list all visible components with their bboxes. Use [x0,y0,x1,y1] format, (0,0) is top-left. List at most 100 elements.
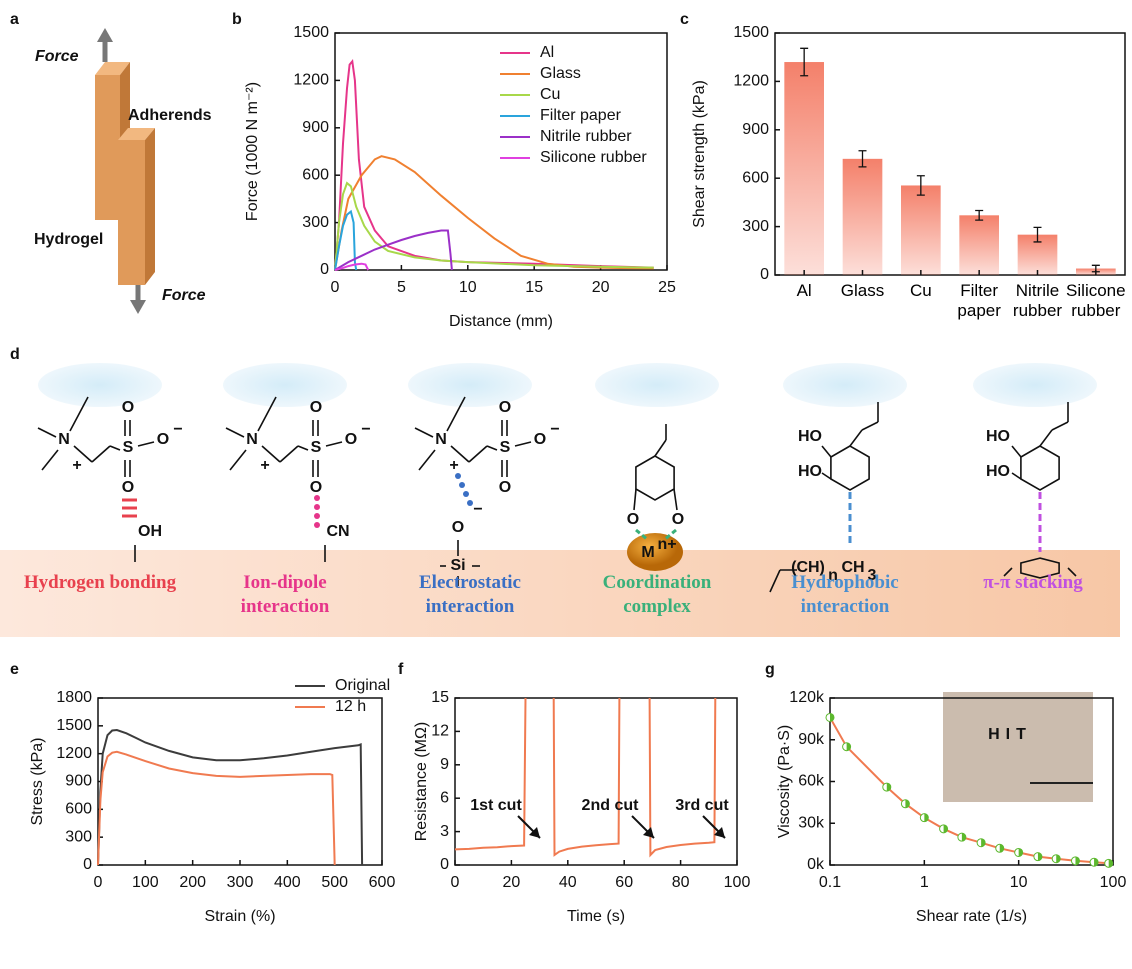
marker-half [1056,854,1061,863]
legend-label: Silicone rubber [540,149,647,166]
bond [821,445,832,458]
panel-label: b [232,11,242,28]
bond [486,445,498,451]
marker-half [830,713,834,722]
x-tick-label: 0 [94,874,103,891]
atom-label: O [122,399,134,416]
atom-label: O [534,431,546,448]
marker-half [1018,848,1023,857]
bond [225,427,245,438]
charge-dot [463,491,469,497]
bond [849,429,863,447]
x-axis-title: Strain (%) [204,908,275,925]
legend-label: Nitrile rubber [540,128,632,145]
x-tick-label: 500 [321,874,348,891]
y-tick-label: 0 [83,856,92,873]
y-tick-label: 1500 [293,24,329,41]
dipole-dot [314,522,320,528]
bond [73,445,93,463]
dipole-dot [314,504,320,510]
atom-label: HO [798,463,822,480]
bond [279,445,299,463]
sketch-label: Force [35,48,79,65]
bond [861,421,879,431]
legend-label: Filter paper [540,107,622,124]
y-tick-label: 900 [742,121,769,138]
y-tick-label: 60k [798,773,825,790]
y-axis-title: Shear strength (kPa) [691,80,708,228]
marker-half [886,783,891,792]
y-tick-label: 900 [302,119,329,136]
y-tick-label: 1200 [733,73,769,90]
charge-dot [455,473,461,479]
x-tick-label: 0.1 [819,874,841,891]
bond [414,427,434,438]
y-tick-label: 9 [440,756,449,773]
x-tick-label: 25 [658,279,676,296]
x-tick-label: 10 [459,279,477,296]
series-line [334,209,358,271]
x-tick-label: 1 [920,874,929,891]
adhesion-sketch [95,28,155,314]
x-tick-label: 100 [724,874,751,891]
x-tick-label: 10 [1010,874,1028,891]
atom-label: − [473,501,482,518]
y-axis-title: Force (1000 N m⁻²) [244,82,261,221]
marker-half [943,824,948,833]
atom-label: − [550,421,559,438]
annotation: 2nd cut [582,797,640,814]
atom-label: O [345,431,357,448]
atom-label: S [311,439,322,456]
y-tick-label: 1200 [56,745,92,762]
x-tick-label: Cu [909,281,932,300]
y-tick-label: 0k [807,856,825,873]
marker-half [905,799,910,808]
x-tick-label: 200 [179,874,206,891]
bond [91,445,111,463]
atom-label: O [157,431,169,448]
atom-label: 3 [868,567,877,584]
y-tick-label: 1500 [56,717,92,734]
atom-label: (CH) [791,559,825,576]
atom-label: O [310,479,322,496]
ring [635,455,675,501]
marker-half [1108,859,1113,868]
y-tick-label: 1800 [56,689,92,706]
dipole-dot [314,513,320,519]
panel-label: a [10,11,19,28]
atom-label: n [828,567,838,584]
bond [1067,567,1077,577]
x-tick-label: 15 [525,279,543,296]
interaction-label: Hydrogen bonding [23,572,177,593]
bond [418,449,436,471]
marker-half [981,838,986,847]
bond [229,449,247,471]
error-bar [858,150,867,168]
atom-label: N [58,431,70,448]
bond [1039,429,1053,447]
arrow-head [714,827,725,838]
y-axis-title: Stress (kPa) [29,737,46,825]
marker-half [846,742,851,751]
atom-label: CN [326,523,349,540]
plot-frame [454,697,738,866]
marker-half [1037,852,1042,861]
sketch-label: Hydrogel [34,231,103,248]
x-tick-label: 20 [592,279,610,296]
bond [1051,421,1069,431]
bond [261,445,281,463]
atom-label: S [500,439,511,456]
dipole-dot [314,495,320,501]
x-tick-label: Glass [840,281,885,300]
bond [1003,567,1013,577]
legend-label: Glass [540,65,581,82]
bar [842,158,883,275]
marker-half [924,813,929,822]
bond [450,445,470,463]
bond [673,488,678,511]
bond [257,396,277,432]
atom-label: − [361,421,370,438]
series-line [97,728,364,866]
ring [1020,445,1060,491]
